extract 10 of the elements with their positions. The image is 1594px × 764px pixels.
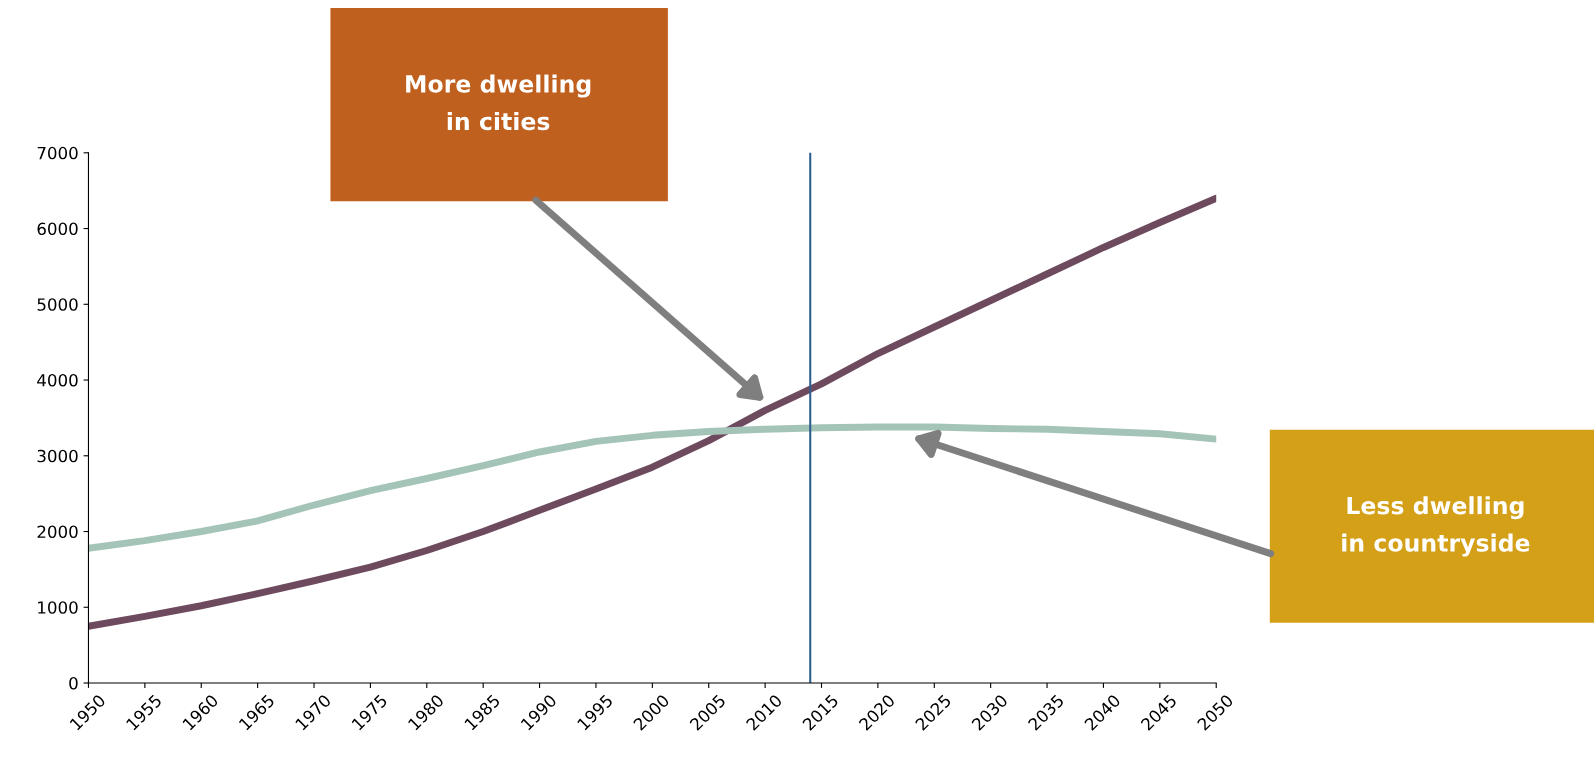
y-tick-label: 1000 [38,601,78,614]
y-tick-label: 4000 [37,374,78,387]
y-tick-label: 6000 [37,222,78,236]
y-tick-label: 5000 [37,298,78,311]
text: Less dwelling in countryside [1342,496,1530,557]
y-tick-label: 2000 [37,525,78,539]
y-tick-label: 3000 [37,449,78,463]
text: More dwelling in cities [406,74,591,131]
y-tick-label: 7000 [37,146,78,160]
y-tick-label: 0 [69,676,78,690]
